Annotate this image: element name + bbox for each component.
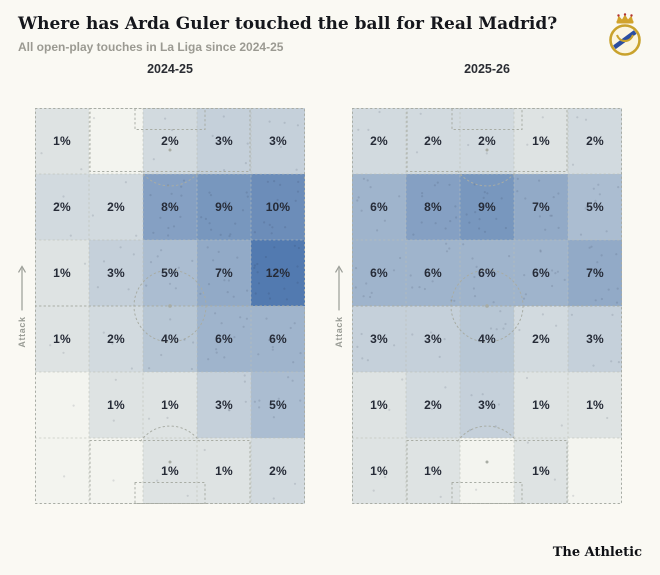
- heat-cell: [460, 306, 514, 372]
- chart-2024-25: 2024-25 Attack 1% 2% 3% 3% 2% 2% 8% 9% 10% 1% 3% 5%…: [17, 62, 310, 504]
- heat-cell: [568, 108, 622, 174]
- heat-cell: [352, 372, 406, 438]
- heat-cell: [197, 438, 251, 504]
- pitch: 1% 2% 3% 3% 2% 2% 8% 9% 10% 1% 3% 5% 7% 12% 1% 2% 4% 6% 6%…: [35, 108, 305, 504]
- real-madrid-crest-icon: [609, 13, 641, 56]
- heat-cell: [35, 174, 89, 240]
- heat-cell: [406, 108, 460, 174]
- heat-cell: [568, 174, 622, 240]
- heat-cell: [568, 438, 622, 504]
- heat-cell: [143, 240, 197, 306]
- heat-cell: [460, 438, 514, 504]
- pitch-markings: [35, 108, 305, 504]
- heat-cell: [251, 240, 305, 306]
- heat-cell: [406, 174, 460, 240]
- heat-cell: [568, 306, 622, 372]
- page-subtitle: All open-play touches in La Liga since 2…: [18, 40, 284, 55]
- heat-cell: [352, 174, 406, 240]
- heat-cell: [352, 438, 406, 504]
- attack-arrow-icon: [17, 265, 27, 311]
- heat-cell: [35, 108, 89, 174]
- heat-cell: [352, 240, 406, 306]
- heat-cell: [35, 240, 89, 306]
- heat-cell: [514, 240, 568, 306]
- footer: The Athletic: [553, 543, 642, 561]
- heat-cell: [89, 438, 143, 504]
- header: Where has Arda Guler touched the ball fo…: [18, 14, 590, 54]
- heat-cell: [406, 372, 460, 438]
- chart-title-2025-26: 2025-26: [464, 62, 510, 76]
- pitch: 2% 2% 2% 1% 2% 6% 8% 9% 7% 5% 6% 6% 6% 6% 7% 3% 3% 4% 2% 3%…: [352, 108, 622, 504]
- heat-cell: [514, 438, 568, 504]
- pitch-markings: [352, 108, 622, 504]
- attack-label: Attack: [334, 316, 344, 348]
- heat-cell: [514, 108, 568, 174]
- heat-cell: [514, 174, 568, 240]
- attack-indicator: Attack: [17, 264, 27, 348]
- heat-cell: [143, 174, 197, 240]
- heat-cell: [89, 240, 143, 306]
- heat-cell: [89, 174, 143, 240]
- heat-cell: [89, 306, 143, 372]
- attack-label: Attack: [17, 316, 27, 348]
- heat-cell: [35, 372, 89, 438]
- heat-cell: [406, 306, 460, 372]
- heat-cell: [251, 372, 305, 438]
- heat-cell: [514, 306, 568, 372]
- heat-cell: [197, 372, 251, 438]
- heat-cell: [89, 372, 143, 438]
- heat-cell: [460, 108, 514, 174]
- heat-cell: [514, 372, 568, 438]
- attack-arrow-icon: [334, 265, 344, 311]
- page-title: Where has Arda Guler touched the ball fo…: [18, 14, 558, 34]
- pitch-wrap: Attack 2% 2% 2% 1% 2% 6% 8% 9% 7% 5% 6% 6% 6% 6% 7% 3% 3…: [334, 108, 622, 504]
- heat-cell: [251, 306, 305, 372]
- heat-cell: [143, 438, 197, 504]
- attack-indicator: Attack: [334, 264, 344, 348]
- heat-cell: [197, 306, 251, 372]
- heat-cell: [460, 372, 514, 438]
- heat-cell: [460, 174, 514, 240]
- pitch-wrap: Attack 1% 2% 3% 3% 2% 2% 8% 9% 10% 1% 3% 5% 7% 12% 1% 2…: [17, 108, 305, 504]
- heat-cell: [352, 108, 406, 174]
- heat-cell: [460, 240, 514, 306]
- heat-cell: [251, 108, 305, 174]
- heat-cell: [143, 108, 197, 174]
- heat-cell: [251, 174, 305, 240]
- heat-cell: [35, 306, 89, 372]
- chart-title-2024-25: 2024-25: [147, 62, 193, 76]
- heat-cell: [406, 240, 460, 306]
- chart-2025-26: 2025-26 Attack 2% 2% 2% 1% 2% 6% 8% 9% 7% 5% 6% 6% 6…: [334, 62, 627, 504]
- heat-cell: [251, 438, 305, 504]
- heat-cell: [35, 438, 89, 504]
- heat-cell: [568, 240, 622, 306]
- brand-logo: The Athletic: [552, 545, 642, 560]
- heat-cell: [406, 438, 460, 504]
- heat-cell: [197, 240, 251, 306]
- heat-cell: [568, 372, 622, 438]
- heat-cell: [89, 108, 143, 174]
- heat-cell: [197, 174, 251, 240]
- heat-cell: [143, 306, 197, 372]
- heat-cell: [352, 306, 406, 372]
- heat-cell: [143, 372, 197, 438]
- heat-cell: [197, 108, 251, 174]
